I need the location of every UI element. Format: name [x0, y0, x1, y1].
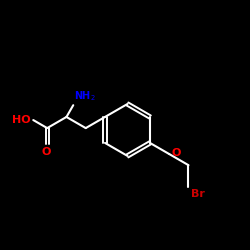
Text: NH$_2$: NH$_2$ — [74, 90, 96, 103]
Text: O: O — [41, 147, 51, 157]
Text: Br: Br — [191, 189, 205, 199]
Text: HO: HO — [12, 115, 31, 125]
Text: O: O — [172, 148, 181, 158]
